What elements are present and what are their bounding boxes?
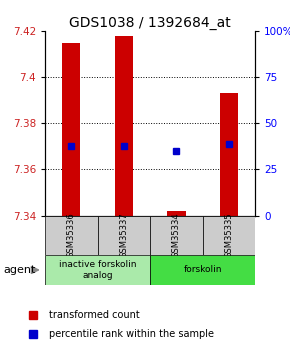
- Bar: [97, 216, 150, 255]
- Text: GSM35336: GSM35336: [67, 213, 76, 258]
- Bar: [150, 255, 255, 285]
- Bar: [203, 216, 255, 255]
- Bar: [150, 216, 203, 255]
- Bar: [167, 211, 186, 216]
- Text: GSM35337: GSM35337: [119, 213, 128, 258]
- Bar: [115, 36, 133, 216]
- Bar: [45, 216, 97, 255]
- Title: GDS1038 / 1392684_at: GDS1038 / 1392684_at: [69, 16, 231, 30]
- Bar: [220, 93, 238, 216]
- Text: transformed count: transformed count: [49, 310, 140, 319]
- Text: inactive forskolin
analog: inactive forskolin analog: [59, 260, 136, 280]
- Bar: [62, 42, 80, 216]
- Text: agent: agent: [3, 265, 35, 275]
- Text: GSM35335: GSM35335: [224, 213, 233, 258]
- Bar: [45, 255, 150, 285]
- Text: forskolin: forskolin: [183, 265, 222, 275]
- Text: GSM35334: GSM35334: [172, 213, 181, 258]
- Text: percentile rank within the sample: percentile rank within the sample: [49, 329, 214, 339]
